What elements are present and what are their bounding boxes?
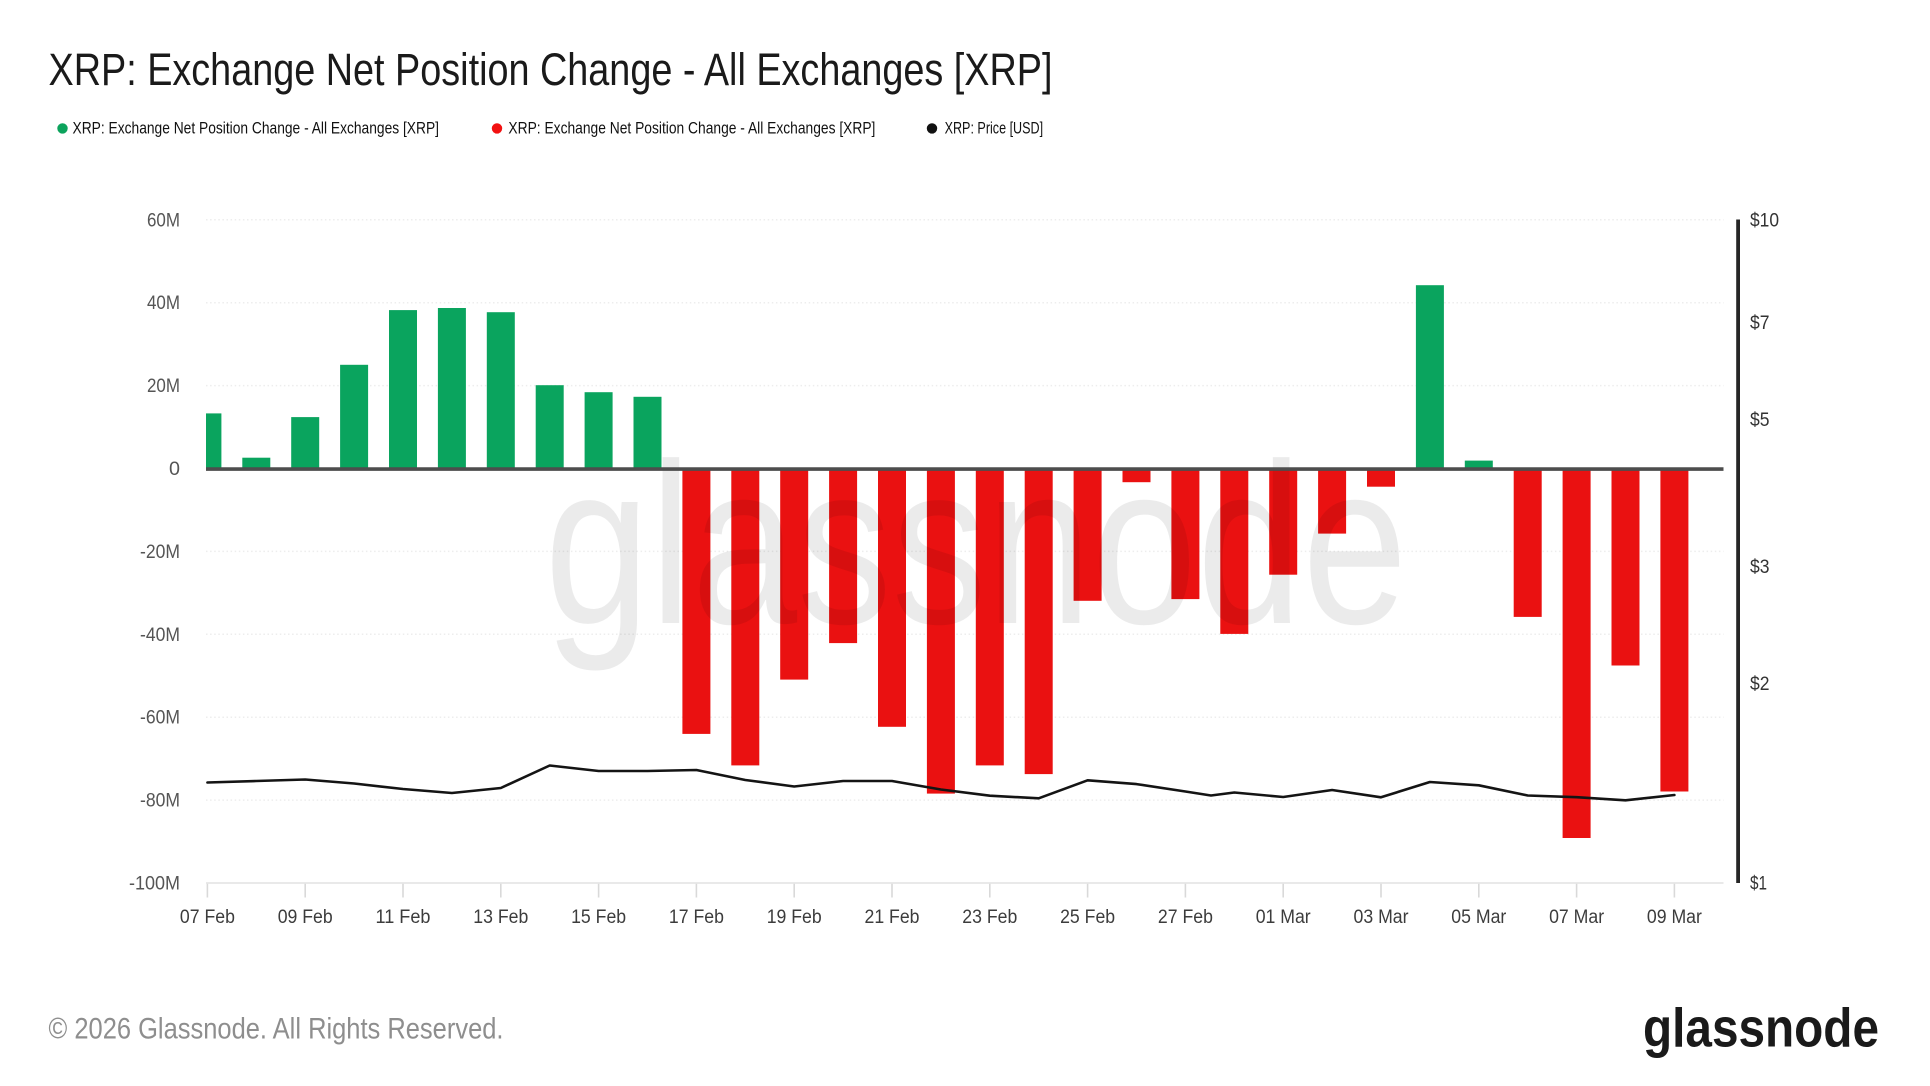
svg-text:glassnode: glassnode: [1643, 997, 1879, 1059]
svg-text:$10: $10: [1750, 210, 1779, 231]
svg-text:glassnode: glassnode: [545, 416, 1408, 672]
svg-text:19 Feb: 19 Feb: [767, 907, 822, 928]
svg-text:$7: $7: [1750, 313, 1770, 334]
svg-text:21 Feb: 21 Feb: [865, 907, 920, 928]
svg-text:17 Feb: 17 Feb: [669, 907, 724, 928]
svg-text:-80M: -80M: [140, 791, 180, 812]
svg-text:© 2026 Glassnode. All Rights R: © 2026 Glassnode. All Rights Reserved.: [49, 1013, 504, 1046]
svg-text:03 Mar: 03 Mar: [1354, 907, 1410, 928]
svg-text:XRP: Exchange Net Position Cha: XRP: Exchange Net Position Change - All …: [49, 44, 1053, 95]
svg-text:$3: $3: [1750, 557, 1770, 578]
svg-text:09 Feb: 09 Feb: [278, 907, 333, 928]
svg-text:40M: 40M: [147, 293, 180, 314]
svg-text:07 Mar: 07 Mar: [1549, 907, 1605, 928]
svg-text:XRP: Price [USD]: XRP: Price [USD]: [945, 119, 1044, 137]
svg-text:XRP: Exchange Net Position Cha: XRP: Exchange Net Position Change - All …: [508, 119, 875, 137]
svg-text:XRP: Exchange Net Position Cha: XRP: Exchange Net Position Change - All …: [73, 119, 440, 137]
svg-text:13 Feb: 13 Feb: [473, 907, 528, 928]
svg-text:-20M: -20M: [140, 542, 180, 563]
svg-text:01 Mar: 01 Mar: [1256, 907, 1312, 928]
svg-text:11 Feb: 11 Feb: [376, 907, 431, 928]
svg-text:15 Feb: 15 Feb: [571, 907, 626, 928]
svg-text:$1: $1: [1750, 874, 1767, 895]
svg-text:-100M: -100M: [129, 874, 180, 895]
svg-text:07 Feb: 07 Feb: [180, 907, 235, 928]
svg-text:20M: 20M: [147, 376, 180, 397]
svg-text:$2: $2: [1750, 674, 1770, 695]
svg-text:25 Feb: 25 Feb: [1060, 907, 1115, 928]
svg-text:$5: $5: [1750, 410, 1770, 431]
svg-text:-60M: -60M: [140, 708, 180, 729]
svg-text:27 Feb: 27 Feb: [1158, 907, 1213, 928]
svg-text:0: 0: [169, 459, 180, 480]
svg-text:23 Feb: 23 Feb: [962, 907, 1017, 928]
svg-text:-40M: -40M: [140, 625, 180, 646]
svg-text:60M: 60M: [147, 210, 180, 231]
svg-text:09 Mar: 09 Mar: [1647, 907, 1703, 928]
svg-text:05 Mar: 05 Mar: [1451, 907, 1507, 928]
